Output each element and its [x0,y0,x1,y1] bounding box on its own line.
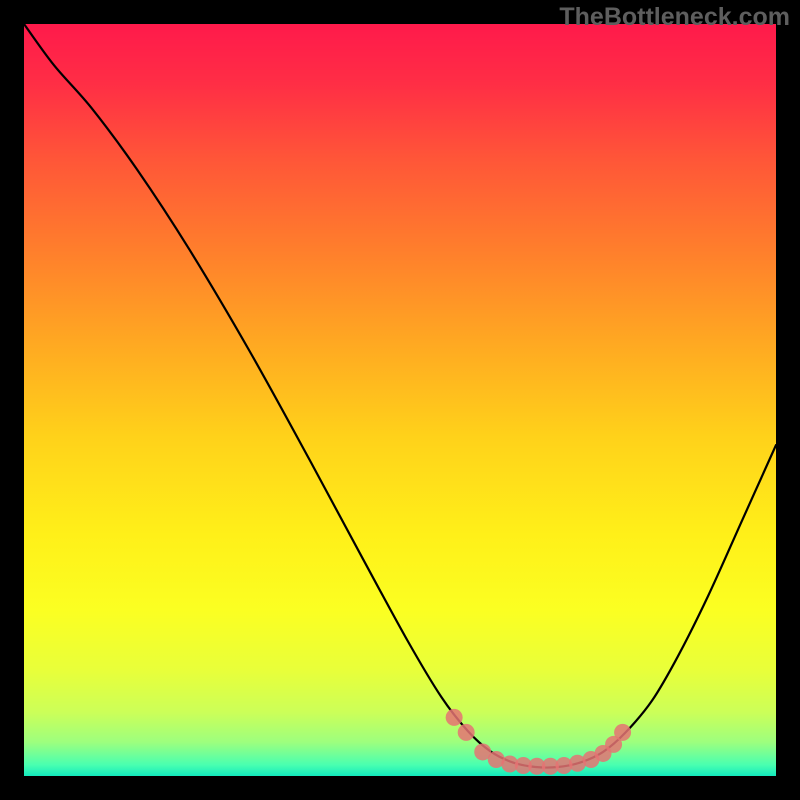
plot-area [24,24,776,776]
bottleneck-curve [24,24,776,768]
valley-beads [446,709,631,775]
bead-marker [446,709,463,726]
watermark-text: TheBottleneck.com [559,3,790,32]
bead-marker [458,724,475,741]
curve-layer [24,24,776,776]
bead-marker [614,724,631,741]
